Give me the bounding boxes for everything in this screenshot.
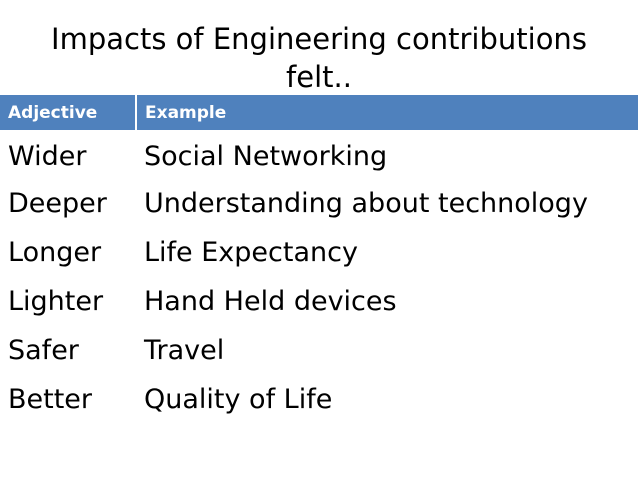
adjective-cell: Safer: [8, 335, 79, 366]
impacts-table: Adjective Example Wider Social Networkin…: [0, 95, 638, 424]
table-row: Safer Travel: [0, 326, 638, 375]
example-cell: Understanding about technology: [144, 188, 588, 219]
example-cell: Social Networking: [144, 141, 388, 172]
column-header-example: Example: [135, 95, 638, 130]
column-header-adjective: Adjective: [0, 95, 136, 130]
table-row: Wider Social Networking: [0, 130, 638, 179]
adjective-cell: Lighter: [8, 286, 104, 317]
slide-title: Impacts of Engineering contributions fel…: [51, 22, 587, 94]
table-row: Deeper Understanding about technology: [0, 179, 638, 228]
example-cell: Quality of Life: [144, 384, 333, 415]
table-row: Longer Life Expectancy: [0, 228, 638, 277]
table-header-row: Adjective Example: [0, 95, 638, 130]
adjective-cell: Better: [8, 384, 93, 415]
adjective-cell: Longer: [8, 237, 102, 268]
table-row: Lighter Hand Held devices: [0, 277, 638, 326]
adjective-cell: Deeper: [8, 188, 107, 219]
adjective-cell: Wider: [8, 141, 87, 172]
example-cell: Travel: [144, 335, 225, 366]
example-cell: Life Expectancy: [144, 237, 358, 268]
example-cell: Hand Held devices: [144, 286, 397, 317]
table-row: Better Quality of Life: [0, 375, 638, 424]
